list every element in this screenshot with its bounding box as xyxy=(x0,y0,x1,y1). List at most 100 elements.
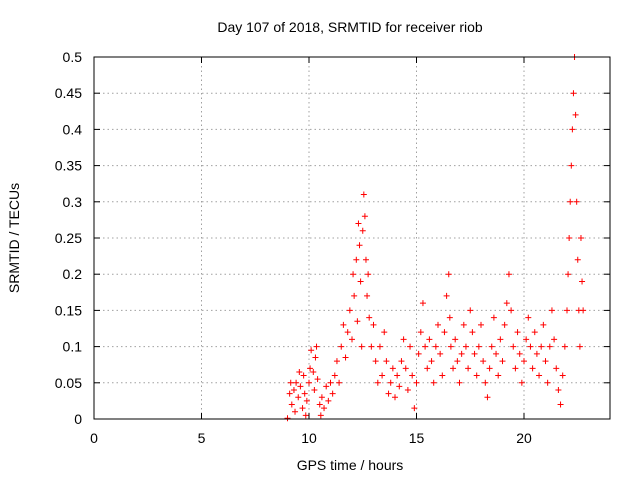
data-point xyxy=(465,365,472,372)
data-point xyxy=(396,383,403,390)
data-point xyxy=(482,379,489,386)
x-tick-label: 20 xyxy=(516,430,532,446)
data-point xyxy=(364,292,371,299)
data-point xyxy=(422,343,429,350)
data-point xyxy=(430,379,437,386)
data-point xyxy=(546,343,553,350)
data-point xyxy=(568,162,575,169)
data-point xyxy=(293,379,300,386)
data-point xyxy=(317,412,324,419)
data-point xyxy=(362,256,369,263)
data-point xyxy=(508,307,515,314)
data-point xyxy=(475,343,482,350)
data-point xyxy=(404,387,411,394)
data-point xyxy=(580,307,587,314)
data-point xyxy=(292,408,299,415)
data-point xyxy=(458,350,465,357)
data-point xyxy=(576,343,583,350)
data-point xyxy=(311,387,318,394)
data-point xyxy=(446,314,453,321)
data-point xyxy=(402,365,409,372)
data-point xyxy=(505,271,512,278)
data-point xyxy=(357,278,364,285)
data-point xyxy=(531,329,538,336)
x-axis-label: GPS time / hours xyxy=(297,457,404,473)
data-point xyxy=(323,383,330,390)
data-point xyxy=(301,390,308,397)
data-point xyxy=(365,271,372,278)
data-point xyxy=(358,343,365,350)
data-point xyxy=(346,307,353,314)
data-point xyxy=(540,321,547,328)
data-point xyxy=(284,415,291,422)
x-tick-label: 15 xyxy=(409,430,425,446)
y-axis-label: SRMTID / TECUs xyxy=(6,183,22,293)
data-point xyxy=(536,372,543,379)
data-point xyxy=(387,379,394,386)
data-point xyxy=(564,307,570,314)
data-point xyxy=(484,394,491,401)
data-point xyxy=(512,365,519,372)
data-point xyxy=(486,365,493,372)
data-point xyxy=(559,372,566,379)
data-point xyxy=(579,278,586,285)
axis-ticks: 0 0.05 0.1 0.15 0.2 0.25 0.3 0.35 0.4 0.45 0.5 0 5 10… xyxy=(55,49,610,446)
data-point xyxy=(521,358,527,365)
data-point xyxy=(569,126,576,133)
data-point xyxy=(419,300,426,307)
data-point xyxy=(527,343,534,350)
data-point xyxy=(392,394,398,401)
data-point xyxy=(321,405,328,412)
y-tick-label: 0.1 xyxy=(63,339,83,355)
data-point xyxy=(314,376,321,383)
data-point xyxy=(450,365,457,372)
data-point xyxy=(565,271,572,278)
data-point xyxy=(287,379,294,386)
data-point xyxy=(331,372,338,379)
data-point xyxy=(499,358,506,365)
data-point xyxy=(503,300,510,307)
data-point xyxy=(452,336,459,343)
y-tick-label: 0.05 xyxy=(55,375,82,391)
data-point xyxy=(415,350,422,357)
data-point xyxy=(398,358,405,365)
data-point xyxy=(306,379,312,386)
data-point xyxy=(456,379,463,386)
data-point xyxy=(555,387,562,394)
data-point xyxy=(471,350,478,357)
data-point xyxy=(424,365,431,372)
data-point xyxy=(480,358,487,365)
data-point xyxy=(300,372,307,379)
data-point xyxy=(303,397,310,404)
data-point xyxy=(478,321,484,328)
data-point xyxy=(350,271,357,278)
data-point xyxy=(389,365,396,372)
data-point xyxy=(288,401,295,408)
data-point xyxy=(338,343,345,350)
y-tick-label: 0.15 xyxy=(55,302,82,318)
data-point xyxy=(286,390,293,397)
data-point xyxy=(302,412,309,419)
data-point xyxy=(462,343,469,350)
data-point xyxy=(313,343,320,350)
data-points xyxy=(284,54,587,422)
data-point xyxy=(572,111,579,118)
data-point xyxy=(518,379,525,386)
data-point xyxy=(360,191,367,198)
data-point xyxy=(361,213,368,220)
data-point xyxy=(366,314,373,321)
data-point xyxy=(376,343,383,350)
x-tick-label: 10 xyxy=(301,430,317,446)
y-tick-label: 0 xyxy=(74,411,82,427)
data-point xyxy=(407,343,414,350)
data-point xyxy=(374,379,381,386)
y-tick-label: 0.4 xyxy=(63,121,83,137)
data-point xyxy=(327,379,334,386)
data-point xyxy=(443,292,450,299)
data-point xyxy=(426,336,433,343)
data-point xyxy=(493,350,500,357)
y-tick-label: 0.2 xyxy=(63,266,83,282)
data-point xyxy=(344,329,351,336)
data-point xyxy=(441,329,448,336)
